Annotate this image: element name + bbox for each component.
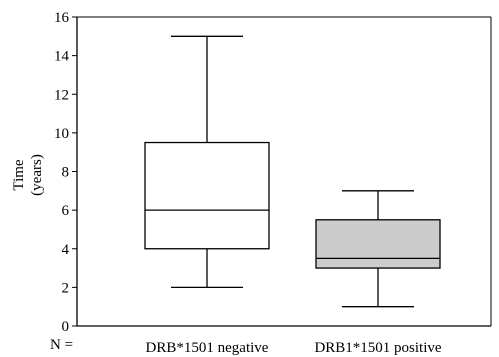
y-axis: 0 2 4 6 8 10 12 14 16 — [54, 10, 77, 335]
y-tick-label: 6 — [62, 203, 70, 219]
y-axis-title-line2: (years) — [29, 154, 45, 196]
y-axis-title: Time (years) — [11, 154, 45, 196]
y-tick-label: 12 — [54, 87, 69, 103]
iqr-box — [144, 141, 270, 250]
x-axis-labels: DRB*1501 negative DRB1*1501 positive — [146, 340, 442, 356]
x-category-label: DRB1*1501 positive — [314, 340, 441, 356]
y-tick-label: 10 — [54, 126, 69, 142]
n-label: N = — [50, 337, 73, 353]
x-category-label: DRB*1501 negative — [146, 340, 269, 356]
y-axis-title-line1: Time — [11, 159, 27, 190]
plot-area-frame — [76, 16, 492, 327]
iqr-box — [315, 219, 441, 269]
y-tick-label: 0 — [62, 319, 70, 335]
y-tick-label: 16 — [54, 10, 70, 26]
y-tick-label: 14 — [54, 49, 70, 65]
boxes-layer — [144, 35, 441, 308]
box-2 — [315, 190, 441, 308]
y-tick-label: 2 — [62, 280, 70, 296]
y-tick-label: 4 — [62, 242, 70, 258]
box-1 — [144, 35, 270, 289]
y-tick-label: 8 — [62, 165, 70, 181]
